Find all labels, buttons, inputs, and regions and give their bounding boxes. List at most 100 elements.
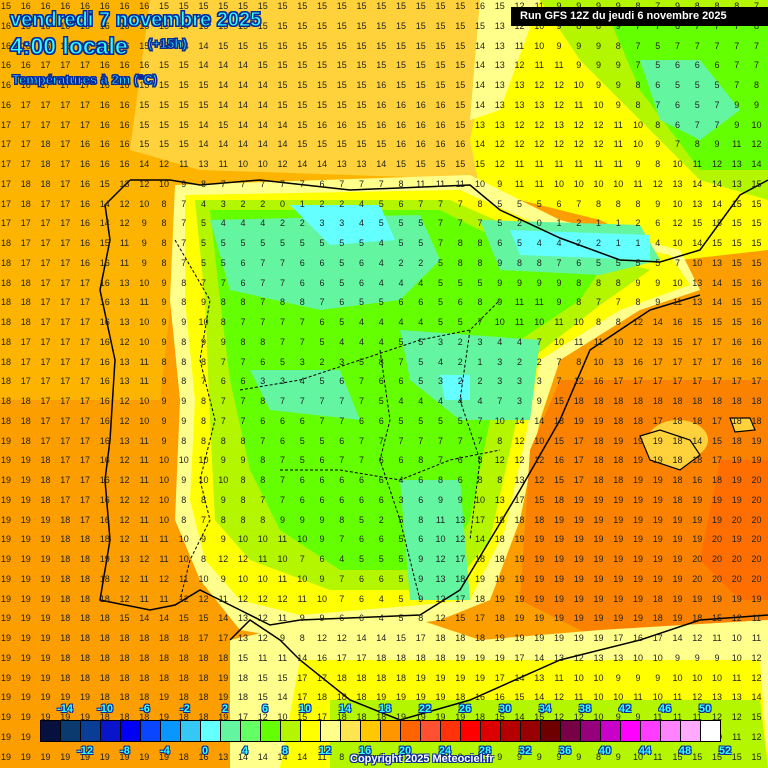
grid-value: 3: [470, 337, 490, 347]
grid-value: 16: [727, 337, 747, 347]
grid-value: 19: [549, 515, 569, 525]
grid-value: 19: [16, 613, 36, 623]
grid-value: 17: [648, 416, 668, 426]
grid-value: 15: [747, 218, 767, 228]
grid-value: 9: [154, 396, 174, 406]
grid-value: 14: [510, 416, 530, 426]
grid-value: 19: [0, 633, 16, 643]
grid-value: 5: [411, 218, 431, 228]
grid-value: 16: [95, 495, 115, 505]
grid-value: 16: [332, 120, 352, 130]
grid-value: 7: [332, 396, 352, 406]
grid-value: 11: [134, 297, 154, 307]
grid-value: 14: [747, 159, 767, 169]
grid-value: 17: [312, 673, 332, 683]
grid-value: 15: [292, 1, 312, 11]
grid-value: 6: [668, 120, 688, 130]
grid-value: 13: [529, 673, 549, 683]
color-swatch: [681, 721, 701, 741]
grid-value: 12: [569, 120, 589, 130]
grid-value: 18: [608, 396, 628, 406]
grid-value: 19: [589, 416, 609, 426]
grid-value: 12: [174, 594, 194, 604]
grid-value: 8: [470, 297, 490, 307]
grid-value: 8: [253, 455, 273, 465]
grid-value: 10: [154, 455, 174, 465]
grid-value: 19: [529, 633, 549, 643]
grid-value: 8: [213, 317, 233, 327]
grid-value: 6: [391, 376, 411, 386]
grid-value: 7: [668, 258, 688, 268]
color-swatch: [41, 721, 61, 741]
grid-value: 4: [194, 199, 214, 209]
grid-value: 18: [55, 554, 75, 564]
grid-value: 3: [253, 376, 273, 386]
grid-value: 8: [233, 337, 253, 347]
grid-value: 7: [648, 100, 668, 110]
scale-label: 32: [510, 745, 540, 757]
grid-value: 12: [668, 218, 688, 228]
grid-value: 19: [687, 515, 707, 525]
grid-value: 15: [312, 41, 332, 51]
grid-value: 9: [194, 337, 214, 347]
grid-value: 4: [371, 278, 391, 288]
grid-value: 6: [332, 436, 352, 446]
grid-value: 16: [16, 60, 36, 70]
grid-value: 16: [628, 633, 648, 643]
grid-value: 8: [589, 199, 609, 209]
grid-value: 17: [16, 120, 36, 130]
forecast-date: vendredi 7 novembre 2025: [10, 9, 261, 32]
grid-value: 14: [470, 100, 490, 110]
grid-value: 5: [213, 238, 233, 248]
forecast-lead-time: (+15h): [148, 36, 187, 51]
grid-value: 5: [391, 613, 411, 623]
grid-value: 18: [648, 396, 668, 406]
grid-value: 7: [687, 120, 707, 130]
grid-value: 19: [747, 436, 767, 446]
grid-value: 9: [589, 41, 609, 51]
grid-value: 8: [470, 238, 490, 248]
grid-value: 18: [608, 416, 628, 426]
grid-value: 9: [608, 60, 628, 70]
grid-value: 8: [154, 258, 174, 268]
grid-value: 14: [648, 317, 668, 327]
scale-label: 4: [230, 745, 260, 757]
grid-value: 16: [95, 376, 115, 386]
grid-value: 11: [510, 297, 530, 307]
grid-value: 4: [371, 594, 391, 604]
grid-value: 7: [213, 416, 233, 426]
grid-value: 19: [589, 594, 609, 604]
grid-value: 13: [608, 357, 628, 367]
grid-value: 7: [707, 100, 727, 110]
grid-value: 14: [371, 159, 391, 169]
grid-value: 9: [194, 297, 214, 307]
grid-value: 15: [450, 21, 470, 31]
grid-value: 8: [628, 297, 648, 307]
grid-value: 18: [352, 673, 372, 683]
grid-value: 14: [292, 653, 312, 663]
grid-value: 12: [549, 692, 569, 702]
grid-value: 17: [55, 238, 75, 248]
grid-value: 4: [371, 337, 391, 347]
grid-value: 19: [411, 673, 431, 683]
color-swatch: [61, 721, 81, 741]
grid-value: 13: [115, 357, 135, 367]
scale-label: 22: [410, 703, 440, 715]
grid-value: 17: [55, 317, 75, 327]
grid-value: 7: [233, 317, 253, 327]
grid-value: 10: [292, 534, 312, 544]
grid-value: 17: [36, 376, 56, 386]
grid-value: 15: [174, 100, 194, 110]
grid-value: 19: [16, 534, 36, 544]
grid-value: 17: [16, 100, 36, 110]
grid-value: 8: [490, 475, 510, 485]
grid-value: 6: [411, 495, 431, 505]
grid-value: 5: [510, 199, 530, 209]
grid-value: 1: [292, 199, 312, 209]
color-scale-bar: [40, 720, 721, 742]
grid-value: 12: [628, 317, 648, 327]
grid-value: 13: [727, 692, 747, 702]
color-swatch: [121, 721, 141, 741]
grid-value: 5: [312, 376, 332, 386]
grid-value: 18: [16, 199, 36, 209]
